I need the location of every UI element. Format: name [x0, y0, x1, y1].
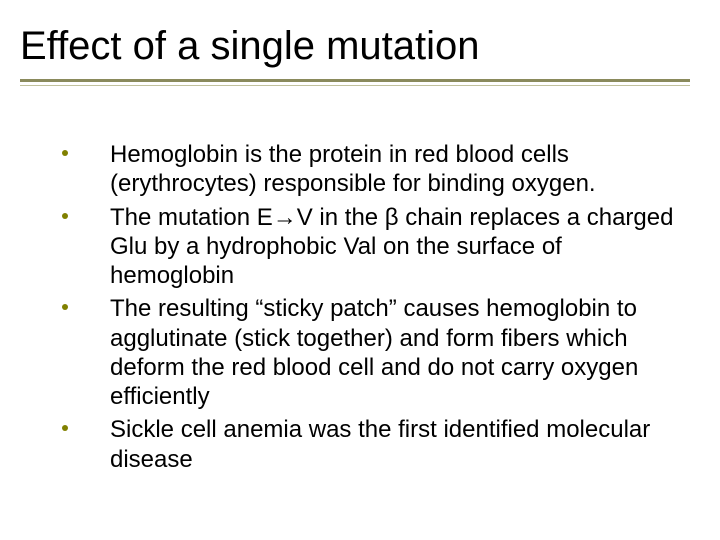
bullet-text: The mutation E→V in the β chain replaces…: [110, 204, 673, 290]
slide: Effect of a single mutation Hemoglobin i…: [0, 0, 720, 540]
list-item: Sickle cell anemia was the first identif…: [50, 415, 680, 474]
bullet-icon: [62, 150, 68, 156]
list-item: Hemoglobin is the protein in red blood c…: [50, 140, 680, 199]
bullet-text: Sickle cell anemia was the first identif…: [110, 416, 650, 472]
bullet-icon: [62, 304, 68, 310]
title-underline-thin: [20, 85, 690, 86]
list-item: The resulting “sticky patch” causes hemo…: [50, 294, 680, 411]
list-item: The mutation E→V in the β chain replaces…: [50, 203, 680, 291]
title-area: Effect of a single mutation: [20, 24, 690, 82]
bullet-text: Hemoglobin is the protein in red blood c…: [110, 141, 596, 197]
slide-body: Hemoglobin is the protein in red blood c…: [50, 140, 680, 478]
bullet-icon: [62, 213, 68, 219]
bullet-list: Hemoglobin is the protein in red blood c…: [50, 140, 680, 474]
bullet-text: The resulting “sticky patch” causes hemo…: [110, 295, 638, 410]
bullet-icon: [62, 425, 68, 431]
slide-title: Effect of a single mutation: [20, 24, 690, 69]
